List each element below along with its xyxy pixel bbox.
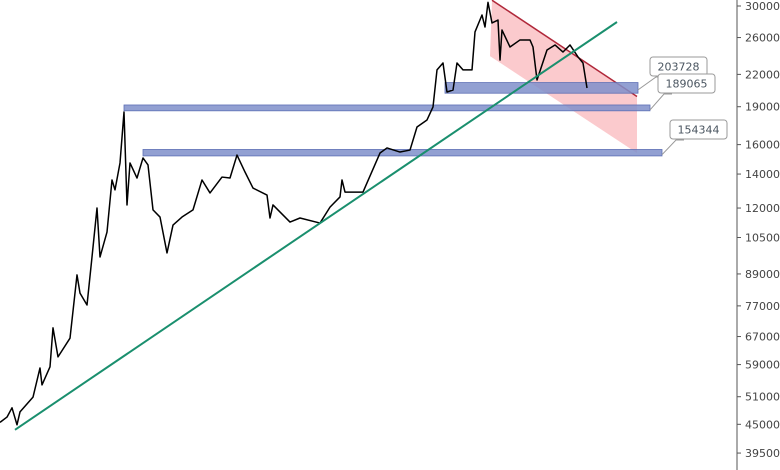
- y-tick-label: 67000: [745, 331, 780, 344]
- y-tick-label: 260000: [745, 32, 780, 45]
- y-tick-label: 39500: [745, 447, 780, 460]
- zone-189065: [123, 104, 651, 112]
- callout-box: [657, 73, 716, 94]
- y-tick-label: 220000: [745, 68, 780, 81]
- zone-203728: [444, 82, 639, 94]
- channel-fill: [490, 0, 637, 154]
- y-tick-label: 89000: [745, 268, 780, 281]
- callout-label: 189065: [666, 78, 708, 91]
- y-tick-label: 105000: [745, 231, 780, 244]
- callout-label: 154344: [678, 124, 720, 137]
- price-line: [0, 1, 588, 426]
- y-tick-label: 120000: [745, 202, 780, 215]
- channel-upper-line: [491, 0, 638, 98]
- y-tick-label: 77000: [745, 300, 780, 313]
- callout-label: 203728: [658, 61, 700, 74]
- y-tick-label: 140000: [745, 168, 780, 181]
- y-tick-label: 190000: [745, 101, 780, 114]
- callout-pointer: [649, 93, 672, 111]
- y-tick-label: 160000: [745, 139, 780, 152]
- callout-box: [669, 119, 728, 140]
- callout-pointer: [661, 139, 684, 156]
- y-tick-label: 51000: [745, 391, 780, 404]
- y-tick-label: 45000: [745, 418, 780, 431]
- y-tick-label: 59000: [745, 359, 780, 372]
- zone-154344: [142, 149, 663, 157]
- trendline: [14, 21, 618, 431]
- y-tick-label: 300000: [745, 0, 780, 13]
